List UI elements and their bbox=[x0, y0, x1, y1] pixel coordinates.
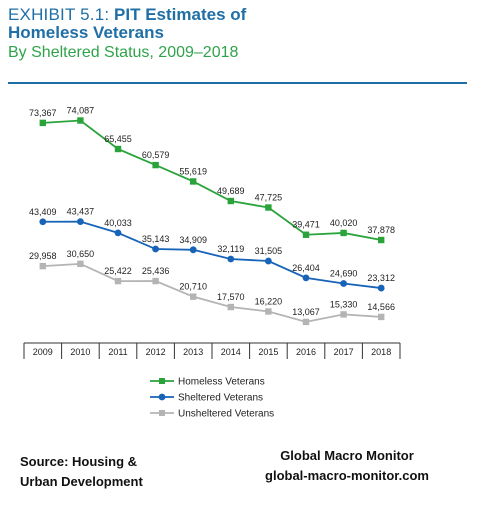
data-point bbox=[302, 318, 310, 326]
legend-label: Unsheltered Veterans bbox=[178, 409, 274, 420]
data-label: 23,312 bbox=[367, 273, 395, 283]
data-label: 17,570 bbox=[217, 292, 245, 302]
data-point bbox=[114, 145, 122, 153]
legend-label: Sheltered Veterans bbox=[178, 393, 263, 404]
data-label: 31,505 bbox=[255, 246, 283, 256]
chart-subtitle: By Sheltered Status, 2009–2018 bbox=[8, 44, 239, 61]
x-tick-label: 2014 bbox=[221, 347, 241, 357]
data-labels: 73,367 74,087 65,455 60,579 55,619 49,689 47,7… bbox=[29, 106, 395, 317]
data-label: 29,958 bbox=[29, 251, 57, 261]
data-label: 39,471 bbox=[292, 220, 320, 230]
title-line-2: Homeless Veterans bbox=[8, 23, 164, 42]
data-label: 30,650 bbox=[67, 249, 95, 259]
data-label: 35,143 bbox=[142, 234, 170, 244]
x-tick-label: 2016 bbox=[296, 347, 316, 357]
data-point bbox=[152, 245, 160, 253]
legend-marker bbox=[159, 378, 165, 384]
x-tick-label: 2018 bbox=[371, 347, 391, 357]
data-label: 40,020 bbox=[330, 218, 358, 228]
data-point bbox=[265, 204, 272, 211]
data-point bbox=[189, 246, 197, 254]
data-label: 49,689 bbox=[217, 186, 245, 196]
data-point bbox=[265, 308, 272, 315]
exhibit-label: EXHIBIT 5.1: bbox=[8, 5, 110, 24]
data-label: 20,710 bbox=[179, 282, 207, 292]
data-point bbox=[302, 274, 310, 282]
data-label: 43,437 bbox=[67, 207, 95, 217]
data-point bbox=[377, 284, 385, 292]
source-note: Source: Housing & Urban Development bbox=[20, 452, 143, 492]
data-point bbox=[190, 178, 197, 185]
brand-note: Global Macro Monitor global-macro-monito… bbox=[252, 446, 442, 486]
data-label: 15,330 bbox=[330, 299, 358, 309]
data-point bbox=[378, 236, 385, 244]
data-point bbox=[340, 311, 347, 318]
data-label: 26,404 bbox=[292, 263, 320, 273]
source-line-1: Source: Housing & bbox=[20, 454, 138, 469]
data-label: 34,909 bbox=[179, 235, 207, 245]
exhibit-title: EXHIBIT 5.1: PIT Estimates of bbox=[8, 6, 246, 24]
x-tick-label: 2010 bbox=[70, 347, 90, 357]
x-tick-label: 2013 bbox=[183, 347, 203, 357]
series-line bbox=[42, 119, 382, 241]
series-line bbox=[42, 220, 382, 289]
data-label: 14,566 bbox=[367, 302, 395, 312]
brand-name: Global Macro Monitor bbox=[280, 448, 414, 463]
data-point bbox=[340, 280, 347, 287]
data-label: 40,033 bbox=[104, 218, 132, 228]
data-point bbox=[190, 293, 197, 300]
data-point bbox=[227, 197, 234, 205]
data-label: 60,579 bbox=[142, 150, 170, 160]
data-label: 24,690 bbox=[330, 269, 358, 279]
x-tick-label: 2011 bbox=[108, 347, 127, 357]
chart-series bbox=[39, 117, 385, 326]
data-point bbox=[114, 229, 122, 237]
data-label: 16,220 bbox=[255, 296, 283, 306]
data-label: 65,455 bbox=[104, 134, 132, 144]
x-tick-label: 2012 bbox=[146, 347, 166, 357]
data-label: 55,619 bbox=[179, 166, 207, 176]
data-point bbox=[39, 262, 46, 270]
data-point bbox=[39, 119, 46, 127]
data-label: 37,878 bbox=[367, 225, 395, 235]
data-label: 73,367 bbox=[29, 108, 57, 118]
series-line bbox=[42, 262, 382, 323]
data-point bbox=[302, 231, 310, 238]
data-point bbox=[77, 260, 84, 268]
data-point bbox=[152, 161, 159, 169]
data-point bbox=[114, 277, 122, 285]
data-point bbox=[152, 277, 159, 285]
data-point bbox=[77, 218, 84, 226]
data-label: 47,725 bbox=[255, 193, 283, 203]
chart-header: EXHIBIT 5.1: PIT Estimates of Homeless V… bbox=[8, 6, 246, 62]
legend-marker bbox=[158, 393, 166, 401]
legend-label: Homeless Veterans bbox=[178, 377, 265, 388]
x-axis: 2009 2010 2011 2012 2013 2014 2015 2016 2017 2018 bbox=[23, 342, 401, 359]
data-label: 74,087 bbox=[67, 106, 95, 116]
legend-marker bbox=[159, 410, 165, 416]
x-tick-label: 2015 bbox=[258, 347, 278, 357]
data-label: 43,409 bbox=[29, 207, 57, 217]
data-label: 25,422 bbox=[104, 266, 132, 276]
source-line-2: Urban Development bbox=[20, 474, 143, 489]
data-label: 32,119 bbox=[217, 244, 244, 254]
x-tick-label: 2017 bbox=[334, 347, 354, 357]
data-label: 25,436 bbox=[142, 266, 170, 276]
data-point bbox=[77, 117, 84, 124]
data-point bbox=[227, 255, 235, 263]
header-divider bbox=[8, 82, 467, 84]
x-tick-label: 2009 bbox=[33, 347, 53, 357]
brand-url: global-macro-monitor.com bbox=[265, 468, 429, 483]
data-point bbox=[39, 218, 47, 226]
data-point bbox=[227, 303, 234, 311]
data-point bbox=[378, 313, 385, 321]
title-line-1: PIT Estimates of bbox=[114, 5, 247, 24]
data-label: 13,067 bbox=[292, 307, 320, 317]
data-point bbox=[340, 229, 347, 237]
data-point bbox=[265, 257, 272, 265]
chart-legend: Homeless Veterans Sheltered Veterans Unshe… bbox=[150, 377, 274, 420]
